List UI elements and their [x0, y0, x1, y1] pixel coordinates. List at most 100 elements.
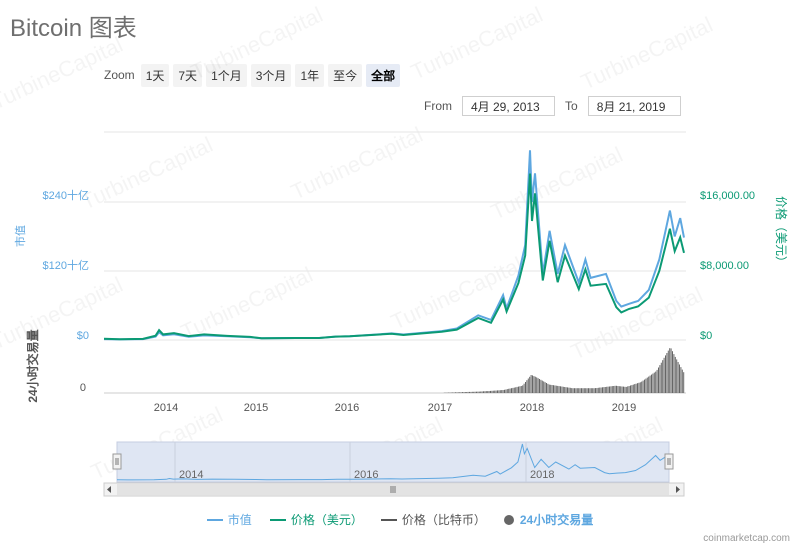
navigator-line: [116, 443, 670, 481]
volume-bar: [565, 387, 567, 393]
volume-bar: [519, 386, 521, 393]
navigator[interactable]: 2014 2016 2018: [112, 441, 674, 483]
zoom-ytd-button[interactable]: 至今: [328, 63, 363, 87]
volume-bar: [562, 386, 564, 393]
watermark-text: TurbineCapital: [177, 262, 317, 345]
zoom-all-button[interactable]: 全部: [366, 63, 401, 87]
source-credit: coinmarketcap.com: [703, 533, 790, 544]
legend-item-volume[interactable]: 24小时交易量: [503, 511, 594, 528]
volume-bar: [576, 388, 578, 393]
zoom-7d-button[interactable]: 7天: [173, 63, 203, 87]
volume-bar: [473, 391, 475, 393]
volume-bar: [490, 390, 491, 393]
volume-bar: [488, 391, 490, 393]
volume-bar: [611, 386, 613, 393]
watermark-text: TurbineCapital: [0, 272, 127, 355]
x-tick-label: 2017: [428, 402, 452, 414]
watermark-text: TurbineCapital: [387, 252, 527, 335]
scroll-left-icon[interactable]: [107, 486, 111, 493]
volume-bar: [593, 388, 595, 393]
scrollbar[interactable]: [103, 482, 685, 497]
navigator-tick-label: 2018: [530, 469, 554, 481]
volume-series: [443, 348, 685, 393]
x-tick-label: 2016: [335, 402, 359, 414]
zoom-1d-button[interactable]: 1天: [140, 63, 170, 87]
volume-bar: [590, 388, 592, 393]
volume-bar: [653, 372, 655, 393]
to-date-input[interactable]: [587, 96, 681, 116]
volume-bar: [548, 384, 550, 393]
volume-bar: [680, 367, 682, 393]
volume-bar: [621, 386, 623, 393]
volume-bar: [607, 386, 609, 393]
volume-bar: [646, 377, 648, 393]
volume-bar: [469, 391, 470, 393]
volume-bar: [484, 391, 486, 393]
legend-item-price-usd[interactable]: 价格（美元）: [269, 511, 363, 528]
volume-bar: [676, 359, 678, 393]
legend-label: 24小时交易量: [519, 513, 594, 527]
volume-bar: [603, 387, 605, 393]
zoom-1y-button[interactable]: 1年: [295, 63, 325, 87]
right-axis-title: 价格（美元）: [774, 196, 789, 268]
zoom-1m-button[interactable]: 1个月: [206, 63, 247, 87]
volume-bar: [547, 383, 549, 393]
volume-bar: [572, 388, 574, 393]
left-tick-label: $240十亿: [43, 188, 89, 202]
volume-bar: [561, 386, 563, 393]
volume-bar: [485, 391, 487, 393]
volume-bar: [522, 385, 524, 393]
volume-bar: [642, 380, 644, 393]
volume-bar: [638, 382, 640, 393]
x-tick-label: 2015: [244, 402, 268, 414]
volume-bar: [460, 392, 462, 393]
right-tick-label: $16,000.00: [700, 190, 755, 202]
volume-bar: [637, 383, 638, 393]
volume-bar: [631, 385, 633, 393]
volume-bar: [494, 390, 496, 393]
line-swatch-icon: [206, 518, 223, 521]
volume-bar: [551, 385, 553, 393]
from-date-input[interactable]: [462, 96, 555, 116]
volume-bar: [582, 388, 584, 393]
volume-bar: [553, 385, 554, 393]
volume-bar: [506, 389, 508, 393]
volume-bar: [509, 388, 511, 393]
legend-item-price-btc[interactable]: 价格（比特币）: [380, 511, 486, 528]
volume-bar: [511, 388, 512, 393]
volume-bar: [681, 369, 683, 393]
volume-bar: [624, 386, 626, 393]
zoom-toolbar: Zoom 1天 7天 1个月 3个月 1年 至今 全部: [104, 63, 404, 87]
volume-bar: [478, 391, 480, 393]
volume-bar: [610, 386, 612, 393]
volume-bar: [669, 348, 671, 393]
volume-bar: [596, 388, 598, 393]
zoom-label: Zoom: [104, 68, 135, 82]
volume-bar: [512, 387, 514, 393]
volume-bar: [487, 391, 489, 393]
volume-bar: [644, 379, 645, 393]
volume-bar: [639, 382, 641, 393]
volume-bar: [516, 386, 518, 393]
volume-bar: [568, 387, 570, 393]
volume-bar: [495, 390, 497, 393]
volume-bar: [491, 390, 493, 393]
navigator-right-handle[interactable]: [664, 453, 674, 470]
navigator-left-handle[interactable]: [112, 453, 122, 470]
zoom-3m-button[interactable]: 3个月: [250, 63, 292, 87]
volume-bar: [466, 392, 468, 393]
volume-bar: [575, 388, 577, 393]
volume-bar: [525, 382, 526, 393]
x-tick-label: 2014: [154, 402, 178, 414]
volume-bar: [450, 392, 452, 393]
volume-bar: [455, 392, 456, 393]
volume-bar: [505, 389, 507, 393]
scroll-right-icon[interactable]: [676, 486, 680, 493]
volume-bar: [635, 383, 637, 393]
volume-bar: [534, 376, 536, 393]
volume-bar: [606, 386, 608, 393]
legend-item-market-cap[interactable]: 市值: [206, 511, 252, 528]
volume-axis-title: 24小时交易量: [25, 329, 40, 402]
volume-bar: [540, 379, 542, 393]
